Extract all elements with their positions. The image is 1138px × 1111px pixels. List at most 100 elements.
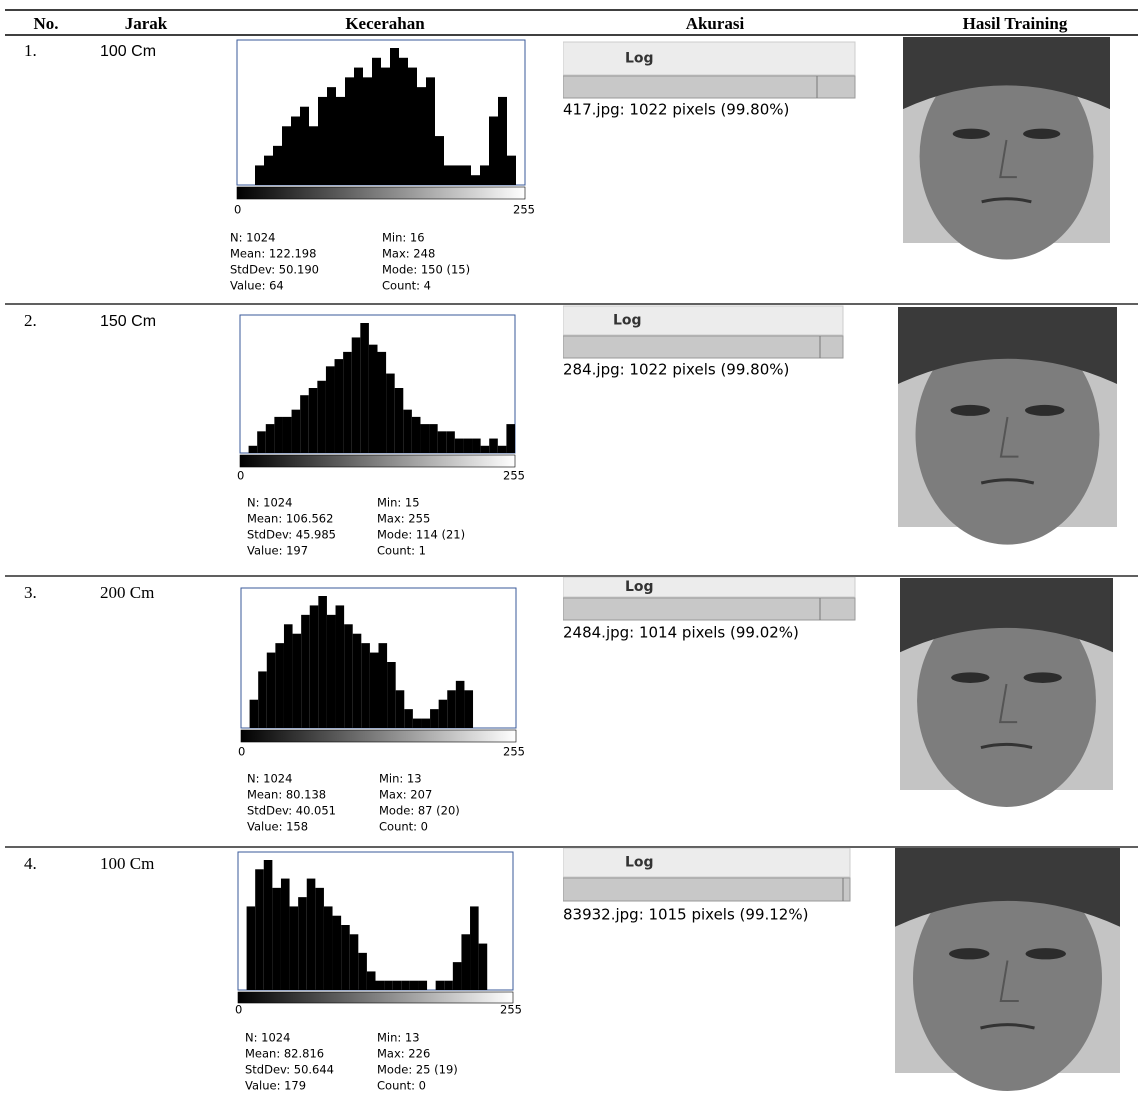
histogram-bar	[498, 97, 507, 185]
stat: Value: 64	[230, 279, 284, 293]
stat: Min: 15	[377, 496, 420, 510]
stat: N: 1024	[245, 1031, 290, 1045]
histogram-bar	[444, 165, 453, 185]
histogram-bar	[489, 117, 498, 186]
header-kecerahan: Kecerahan	[345, 14, 425, 33]
stat: StdDev: 50.190	[230, 263, 319, 277]
stat: Mean: 80.138	[247, 788, 326, 802]
histogram-bar	[292, 410, 301, 453]
histogram-bar	[257, 431, 266, 453]
log-window: Log	[563, 306, 843, 358]
histogram-bar	[387, 662, 396, 728]
face-photo	[900, 578, 1113, 807]
range-min: 0	[235, 1003, 242, 1017]
eye	[951, 405, 990, 416]
histogram-bar	[324, 906, 333, 990]
histogram-bar	[404, 709, 413, 728]
histogram-bar	[282, 126, 291, 185]
histogram-bar	[273, 146, 282, 185]
histogram-bar	[301, 615, 310, 728]
histogram-bar	[327, 615, 336, 728]
histogram-bar	[456, 681, 465, 728]
gray-ramp	[237, 187, 525, 199]
histogram-bar	[345, 77, 354, 185]
range-max: 255	[503, 745, 525, 759]
histogram-bar	[344, 624, 353, 728]
histogram-bar	[376, 981, 385, 990]
histogram-bar	[343, 352, 352, 453]
histogram-bar	[247, 906, 256, 990]
log-title: Log	[625, 51, 654, 67]
histogram-bar	[378, 352, 387, 453]
stat: Mode: 150 (15)	[382, 263, 470, 277]
stat: Mode: 87 (20)	[379, 804, 460, 818]
stat: N: 1024	[247, 496, 292, 510]
log-text: 83932.jpg: 1015 pixels (99.12%)	[563, 906, 808, 924]
stat: Max: 226	[377, 1047, 430, 1061]
histogram-bar	[446, 431, 455, 453]
histogram-bar	[481, 446, 490, 453]
histogram-bar	[250, 700, 259, 728]
range-max: 255	[503, 469, 525, 483]
histogram-bar	[335, 359, 344, 453]
stat: Mode: 114 (21)	[377, 528, 465, 542]
histogram-bar	[317, 381, 326, 453]
histogram-bar	[300, 395, 309, 453]
histogram-bar	[384, 981, 393, 990]
stat: StdDev: 50.644	[245, 1063, 334, 1077]
histogram-bar	[418, 981, 427, 990]
histogram-bar	[360, 323, 369, 453]
stat: Min: 13	[379, 772, 422, 786]
stat: Count: 1	[377, 544, 426, 558]
eye	[949, 948, 990, 959]
range-min: 0	[234, 203, 241, 217]
histogram-bar	[369, 345, 378, 453]
stat: Max: 255	[377, 512, 430, 526]
histogram-bar	[462, 165, 471, 185]
histogram-bar	[272, 888, 281, 990]
stat: Max: 207	[379, 788, 432, 802]
row-no: 3.	[24, 583, 37, 602]
histogram-bar	[300, 107, 309, 185]
histogram-bar	[396, 690, 405, 728]
stat: Mean: 106.562	[247, 512, 333, 526]
log-title: Log	[625, 579, 654, 595]
histogram-bar	[266, 424, 275, 453]
histogram-bar	[318, 596, 327, 728]
histogram-bar	[453, 962, 462, 990]
stat: Mean: 122.198	[230, 247, 316, 261]
row-jarak: 150 Cm	[100, 313, 156, 330]
log-bar	[563, 878, 850, 901]
histogram-bar	[284, 624, 293, 728]
histogram-bar	[489, 439, 498, 453]
stat: N: 1024	[230, 231, 275, 245]
histogram-bar	[399, 58, 408, 185]
log-window: Log	[563, 577, 855, 620]
histogram-bar	[390, 48, 399, 185]
stat: Mode: 25 (19)	[377, 1063, 458, 1077]
histogram-bar	[408, 68, 417, 185]
range-max: 255	[513, 203, 535, 217]
stat: Min: 13	[377, 1031, 420, 1045]
histogram-bar	[350, 934, 359, 990]
gray-ramp	[241, 730, 516, 742]
histogram-bar	[412, 417, 421, 453]
log-text: 417.jpg: 1022 pixels (99.80%)	[563, 101, 789, 119]
histogram-bar	[506, 424, 515, 453]
histogram-bar	[461, 934, 470, 990]
histogram-bar	[426, 77, 435, 185]
row-jarak: 100 Cm	[100, 43, 156, 60]
stat: Value: 158	[247, 820, 308, 834]
histogram-bar	[283, 417, 292, 453]
histogram-bar	[453, 165, 462, 185]
histogram-bar	[438, 431, 447, 453]
histogram-bar	[361, 643, 370, 728]
histogram-bar	[435, 136, 444, 185]
histogram-bar	[395, 388, 404, 453]
eye	[1023, 129, 1060, 139]
histogram-bar	[327, 87, 336, 185]
range-max: 255	[500, 1003, 522, 1017]
histogram-bar	[420, 424, 429, 453]
row-no: 2.	[24, 311, 37, 330]
histogram-bar	[290, 906, 299, 990]
